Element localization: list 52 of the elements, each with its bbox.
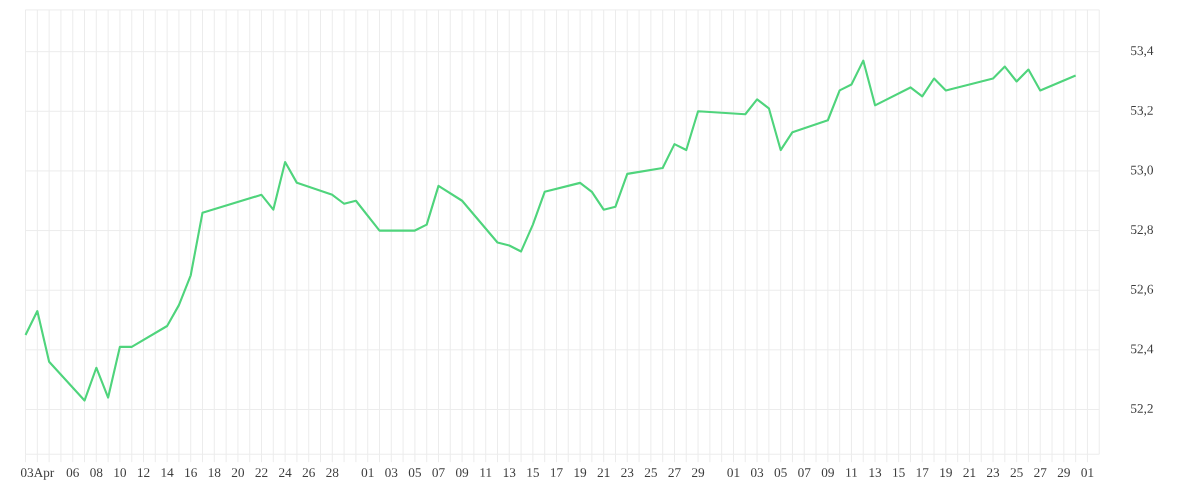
x-tick-label: 26: [302, 468, 315, 478]
x-tick-label: 16: [185, 468, 197, 478]
x-tick-label: 23: [621, 468, 634, 478]
x-tick-label: 23: [987, 468, 1000, 478]
x-tick-label: 07: [432, 468, 445, 478]
y-tick-label: 53,4: [1131, 46, 1154, 58]
x-tick-label: 03Apr: [20, 468, 55, 480]
x-tick-label: 11: [846, 468, 858, 477]
x-tick-label: 17: [916, 468, 929, 477]
y-tick-label: 53,2: [1131, 105, 1153, 117]
x-tick-label: 17: [551, 468, 563, 477]
x-tick-label: 01: [1081, 468, 1094, 478]
line-series: [24, 59, 1077, 402]
x-tick-label: 19: [574, 468, 587, 478]
x-tick-label: 11: [480, 468, 492, 477]
x-tick-label: 13: [503, 468, 516, 478]
x-tick-label: 01: [361, 468, 374, 478]
x-tick-label: 15: [527, 468, 539, 478]
x-tick-label: 05: [774, 468, 787, 478]
y-tick-label: 52,8: [1131, 225, 1153, 237]
x-tick-label: 25: [1010, 468, 1023, 478]
y-tick-label: 52,2: [1131, 404, 1153, 415]
x-tick-label: 13: [869, 468, 882, 478]
x-tick-label: 06: [66, 468, 79, 478]
x-tick-label: 15: [893, 468, 905, 478]
x-tick-label: 28: [326, 468, 339, 478]
x-tick-label: 21: [597, 468, 610, 477]
x-tick-label: 27: [668, 468, 681, 477]
x-tick-label: 25: [644, 468, 657, 478]
x-tick-label: 19: [940, 468, 952, 478]
x-tick-label: 21: [963, 468, 976, 477]
x-tick-label: 12: [138, 468, 150, 477]
x-tick-label: 07: [798, 468, 811, 478]
x-tick-label: 24: [279, 468, 292, 477]
x-tick-label: 01: [727, 468, 740, 478]
y-tick-label: 53,0: [1131, 165, 1153, 177]
x-tick-label: 03: [750, 468, 764, 478]
y-tick-label: 52,4: [1131, 344, 1154, 356]
x-tick-label: 27: [1034, 468, 1047, 477]
x-tick-label: 29: [1057, 468, 1070, 478]
x-tick-label: 05: [408, 468, 421, 478]
x-tick-label: 20: [231, 468, 245, 478]
x-tick-label: 22: [255, 468, 268, 477]
x-tick-label: 09: [821, 468, 834, 478]
x-tick-label: 14: [161, 468, 174, 477]
y-tick-label: 52,6: [1131, 284, 1154, 296]
x-tick-label: 08: [90, 468, 103, 478]
x-tick-label: 09: [455, 468, 469, 478]
x-tick-label: 29: [692, 468, 705, 478]
x-tick-label: 03: [385, 468, 398, 478]
x-tick-label: 18: [208, 468, 221, 478]
x-tick-label: 10: [114, 468, 127, 478]
